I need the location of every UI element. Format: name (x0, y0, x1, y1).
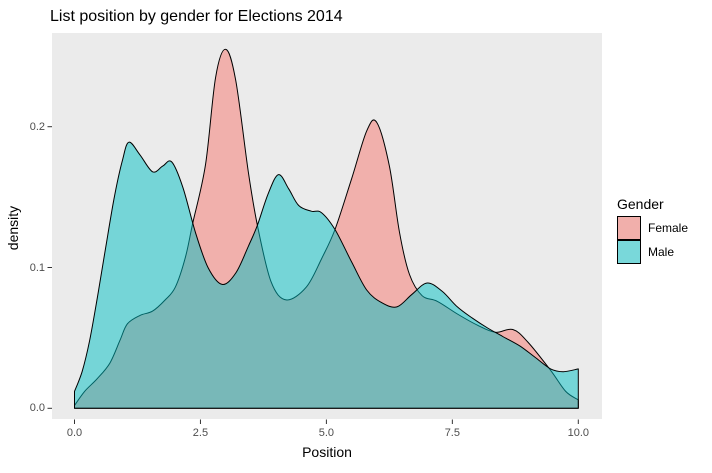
chart-title: List position by gender for Elections 20… (50, 8, 343, 25)
legend: Gender Female Male (617, 196, 688, 264)
x-tick-label: 5.0 (318, 427, 335, 439)
x-tick-label: 2.5 (192, 427, 209, 439)
y-tick-label: 0.0 (29, 402, 45, 415)
legend-label: Male (648, 245, 675, 259)
y-tick-label: 0.1 (29, 261, 45, 274)
legend-label: Female (648, 221, 689, 235)
legend-swatch (617, 240, 641, 264)
y-axis-title: density (5, 205, 21, 251)
legend-title: Gender (617, 196, 664, 212)
legend-items: Female Male (617, 216, 688, 264)
x-tick-label: 10.0 (567, 427, 589, 439)
x-tick-label: 0.0 (66, 427, 83, 439)
legend-item: Female (617, 216, 688, 240)
x-axis-title: Position (302, 444, 352, 460)
x-tick-label: 7.5 (444, 427, 460, 439)
plot-panel (52, 33, 602, 419)
legend-swatch (617, 216, 641, 240)
y-tick-label: 0.2 (29, 120, 45, 133)
legend-item: Male (617, 240, 688, 264)
